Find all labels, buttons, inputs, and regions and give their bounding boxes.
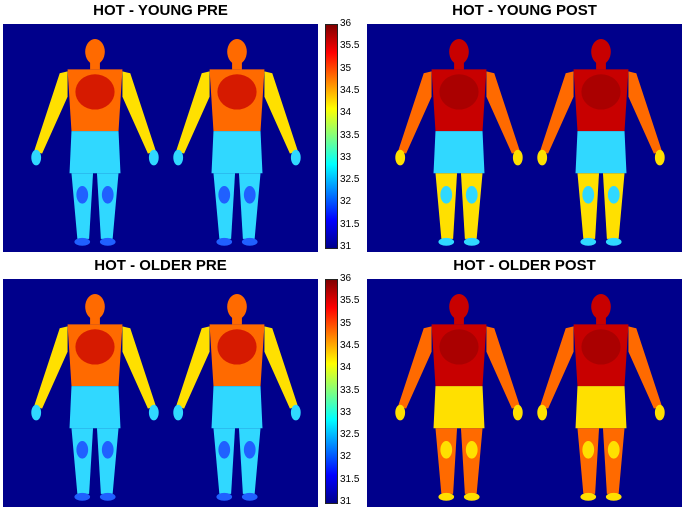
colorbar-tick: 31.5 [340, 218, 360, 230]
panel-title-young-post: HOT - YOUNG POST [452, 2, 597, 19]
body-front-view [31, 293, 159, 501]
colorbar-tick: 31 [340, 241, 352, 252]
body-back-view [537, 38, 665, 246]
colorbar-tick: 33 [340, 406, 352, 418]
colorbar-tick: 34.5 [340, 339, 360, 351]
colorbar-tick: 35 [340, 317, 352, 329]
colorbar-tick: 32 [340, 196, 352, 208]
colorbar-tick: 31 [340, 496, 352, 507]
body-front-view [31, 38, 159, 246]
thermal-image-young-post [367, 24, 682, 252]
body-back-view [173, 38, 301, 246]
colorbar-tick: 31.5 [340, 473, 360, 485]
colorbar-bottom [325, 279, 338, 504]
thermal-image-older-post [367, 279, 682, 507]
thermal-figures-young-post [395, 38, 665, 246]
panel-title-older-pre: HOT - OLDER PRE [94, 257, 227, 274]
colorbar-tick: 36 [340, 273, 352, 284]
colorbar-top [325, 24, 338, 249]
colorbar-tick: 35.5 [340, 40, 360, 52]
body-front-view [395, 38, 523, 246]
colorbar-tick: 34 [340, 107, 352, 119]
thermal-image-older-pre [3, 279, 318, 507]
colorbar-tick: 33.5 [340, 384, 360, 396]
colorbar-tick: 35.5 [340, 295, 360, 307]
colorbar-tick: 34.5 [340, 84, 360, 96]
colorbar-tick: 32 [340, 451, 352, 463]
thermal-figures-older-post [395, 293, 665, 501]
thermal-image-young-pre [3, 24, 318, 252]
thermal-figures-young-pre [31, 38, 301, 246]
body-back-view [173, 293, 301, 501]
colorbar-tick: 32.5 [340, 429, 360, 441]
panel-title-young-pre: HOT - YOUNG PRE [93, 2, 228, 19]
colorbar-tick: 32.5 [340, 174, 360, 186]
colorbar-top-ticks: 36 35.5 35 34.5 34 33.5 33 32.5 32 31.5 31 [340, 18, 364, 252]
body-front-view [395, 293, 523, 501]
colorbar-tick: 35 [340, 62, 352, 74]
thermal-figures-older-pre [31, 293, 301, 501]
panel-title-older-post: HOT - OLDER POST [453, 257, 596, 274]
body-back-view [537, 293, 665, 501]
colorbar-tick: 36 [340, 18, 352, 29]
colorbar-tick: 33 [340, 151, 352, 163]
colorbar-tick: 33.5 [340, 129, 360, 141]
colorbar-bottom-ticks: 36 35.5 35 34.5 34 33.5 33 32.5 32 31.5 31 [340, 273, 364, 507]
colorbar-tick: 34 [340, 362, 352, 374]
